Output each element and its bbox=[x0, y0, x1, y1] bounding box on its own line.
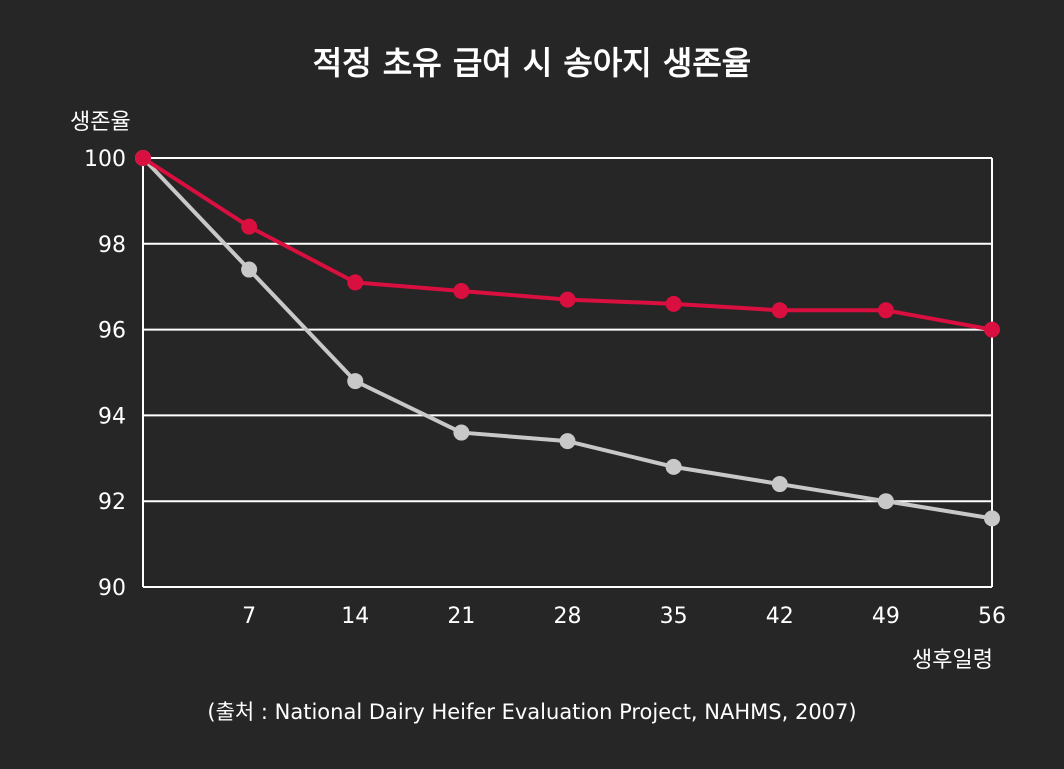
data-point-series-0 bbox=[241, 218, 258, 235]
x-tick-label: 49 bbox=[872, 604, 900, 629]
series-line-1 bbox=[141, 156, 993, 521]
y-tick-label: 94 bbox=[98, 404, 126, 429]
data-point-series-0 bbox=[347, 274, 364, 291]
data-point-series-0 bbox=[453, 282, 470, 299]
data-point-series-1 bbox=[559, 433, 576, 450]
x-tick-label: 42 bbox=[766, 604, 794, 629]
x-tick-label: 7 bbox=[242, 604, 256, 629]
x-tick-labels: 7 14 21 28 35 42 49 56 bbox=[242, 604, 1006, 629]
grid-lines bbox=[143, 157, 993, 587]
data-point-series-1 bbox=[347, 373, 364, 390]
data-point-series-0 bbox=[984, 321, 1000, 338]
data-point-series-1 bbox=[665, 458, 682, 475]
data-point-series-0 bbox=[771, 302, 788, 319]
x-tick-label: 35 bbox=[660, 604, 688, 629]
series-lines bbox=[141, 156, 993, 521]
y-tick-label: 90 bbox=[98, 576, 126, 601]
data-point-series-0 bbox=[665, 295, 682, 312]
axes bbox=[142, 158, 992, 588]
series-points bbox=[135, 150, 1000, 527]
source-note: (출처 : National Dairy Heifer Evaluation P… bbox=[207, 700, 857, 724]
x-tick-label: 28 bbox=[554, 604, 582, 629]
data-point-series-0 bbox=[559, 291, 576, 308]
y-axis-label: 생존율 bbox=[70, 110, 131, 135]
data-point-series-1 bbox=[241, 261, 258, 278]
chart-title: 적정 초유 급여 시 송아지 생존율 bbox=[312, 44, 752, 82]
x-axis-label: 생후일령 bbox=[912, 648, 993, 673]
y-tick-label: 98 bbox=[98, 233, 126, 258]
data-point-series-1 bbox=[984, 510, 1000, 527]
data-point-series-0 bbox=[135, 150, 151, 166]
data-point-series-1 bbox=[453, 424, 470, 441]
x-tick-label: 56 bbox=[978, 604, 1006, 629]
x-tick-label: 21 bbox=[447, 604, 475, 629]
x-tick-label: 14 bbox=[341, 604, 369, 629]
y-tick-labels: 90 92 94 96 98 100 bbox=[84, 147, 126, 601]
data-point-series-0 bbox=[877, 302, 894, 319]
y-tick-label: 96 bbox=[98, 319, 126, 344]
y-tick-label: 92 bbox=[98, 490, 126, 515]
y-tick-label: 100 bbox=[84, 147, 126, 172]
data-point-series-1 bbox=[877, 493, 894, 510]
data-point-series-1 bbox=[771, 476, 788, 493]
